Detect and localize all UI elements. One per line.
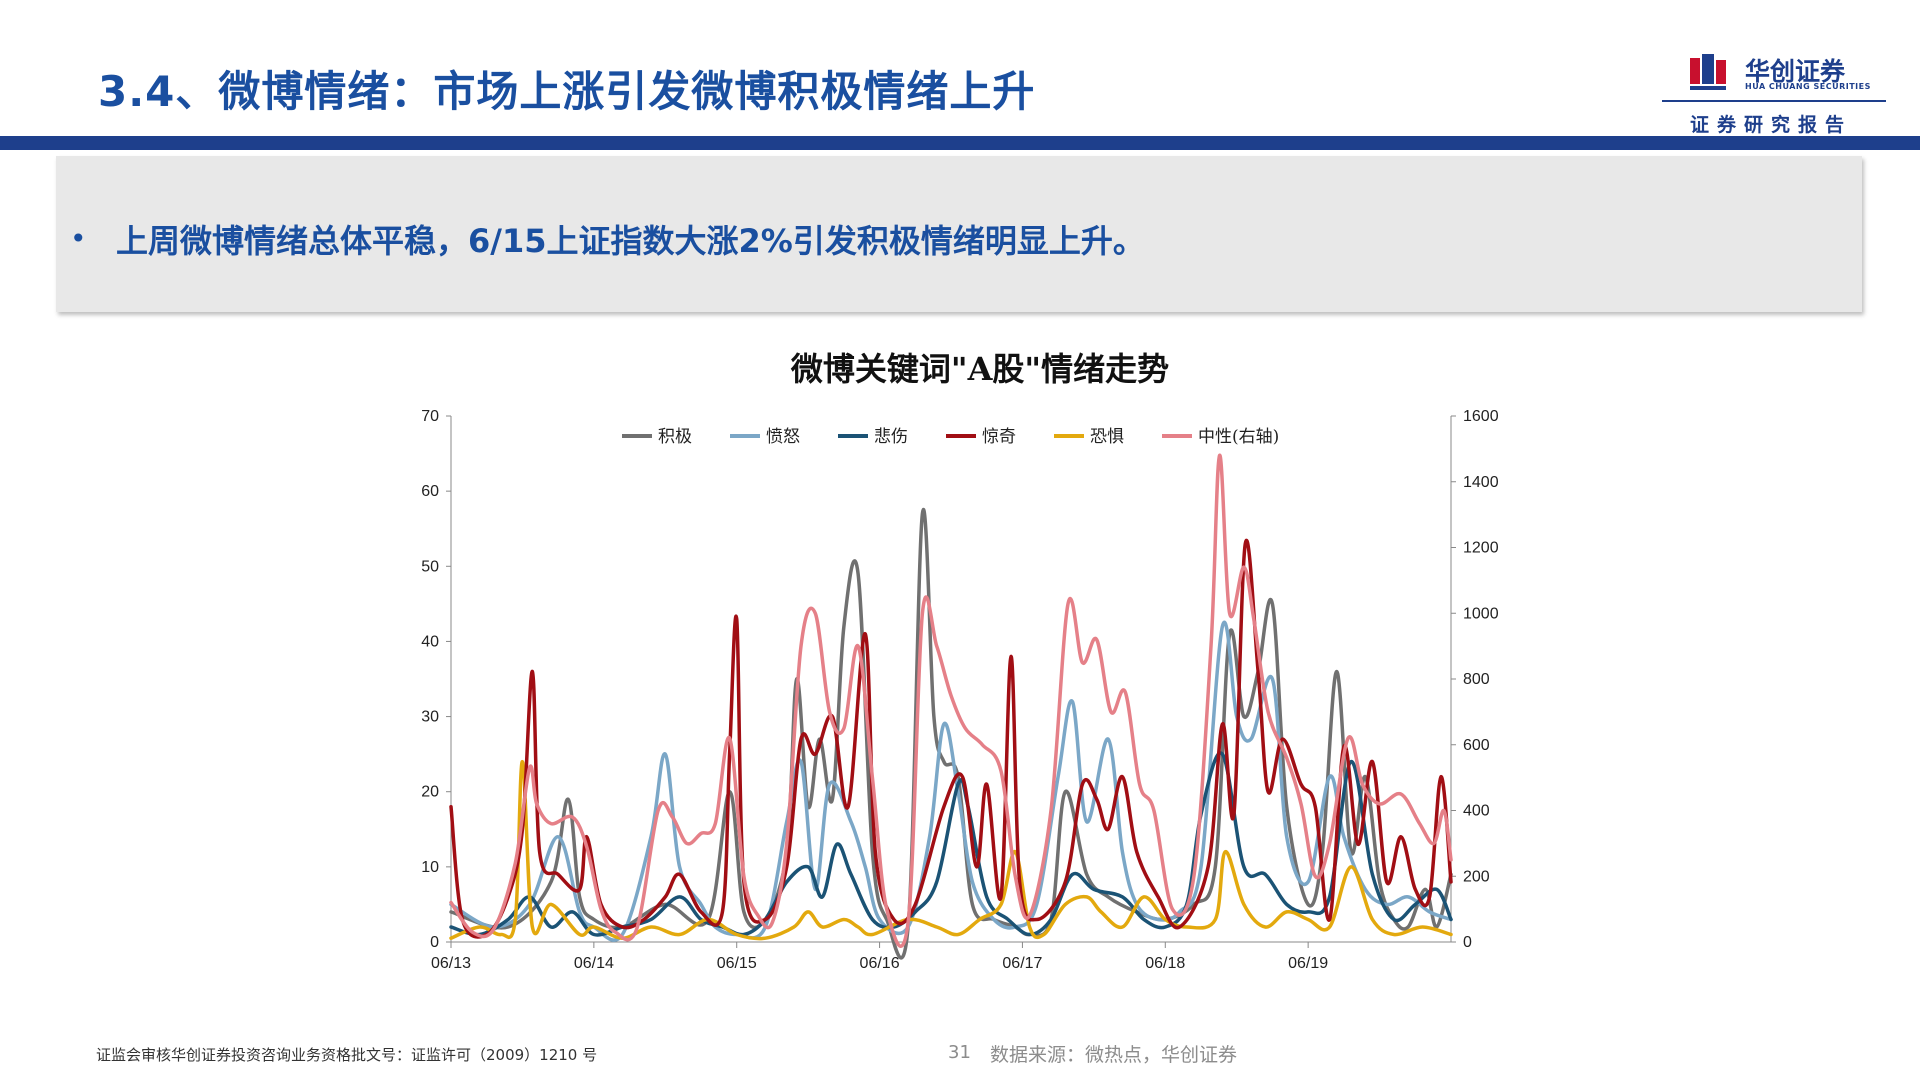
x-tick-label: 06/17 <box>1002 955 1042 972</box>
legend-label: 惊奇 <box>982 427 1016 447</box>
y-tick-label-right: 1600 <box>1463 408 1499 425</box>
chart-legend: 积极 愤怒 悲伤 惊奇 恐惧 中性(右轴) <box>622 427 1279 447</box>
x-tick-label: 06/18 <box>1145 955 1185 972</box>
sentiment-chart: 微博关键词"A股"情绪走势 0 10 20 30 40 50 60 70 0 200 400 600 8… <box>421 350 1498 972</box>
bullet-icon: • <box>70 222 87 255</box>
chart-lines <box>449 453 1453 960</box>
page-number: 31 <box>948 1042 971 1063</box>
legend-label: 悲伤 <box>874 427 908 447</box>
y-tick-label-right: 0 <box>1463 934 1472 951</box>
y-tick-label-right: 1200 <box>1463 540 1499 557</box>
summary-text: 上周微博情绪总体平稳，6/15上证指数大涨2%引发积极情绪明显上升。 <box>116 222 1145 260</box>
y-tick-label-left: 40 <box>421 633 439 650</box>
y-tick-label-left: 10 <box>421 859 439 876</box>
y-tick-label-left: 0 <box>430 934 439 951</box>
y-tick-label-left: 70 <box>421 408 439 425</box>
series-line <box>449 453 1453 948</box>
logo-name: 华创证券 <box>1745 57 1846 86</box>
x-tick-label: 06/19 <box>1288 955 1328 972</box>
y-tick-label-right: 200 <box>1463 868 1490 885</box>
chart-axes: 0 10 20 30 40 50 60 70 0 200 400 600 800 1000 1200 1400… <box>421 408 1498 972</box>
y-tick-label-left: 60 <box>421 483 439 500</box>
x-tick-label: 06/14 <box>574 955 614 972</box>
chart-title: 微博关键词"A股"情绪走势 <box>790 350 1169 388</box>
x-tick-label: 06/13 <box>431 955 471 972</box>
legend-label: 愤怒 <box>766 427 800 447</box>
summary-callout <box>56 156 1862 312</box>
series-line <box>449 759 1453 941</box>
x-tick-label: 06/15 <box>717 955 757 972</box>
y-tick-label-left: 50 <box>421 558 439 575</box>
logo-underline <box>1662 100 1886 102</box>
legend-label: 中性(右轴) <box>1198 427 1279 447</box>
legend-label: 恐惧 <box>1090 427 1124 447</box>
y-tick-label-right: 1000 <box>1463 605 1499 622</box>
header-bar <box>0 136 1920 150</box>
page-title: 3.4、微博情绪：市场上涨引发微博积极情绪上升 <box>98 67 1036 116</box>
series-line <box>449 538 1453 939</box>
y-tick-label-right: 1400 <box>1463 474 1499 491</box>
x-tick-label: 06/16 <box>860 955 900 972</box>
logo-mark-icon <box>1690 54 1726 90</box>
series-line <box>449 620 1453 942</box>
y-tick-label-right: 800 <box>1463 671 1490 688</box>
legend-label: 积极 <box>658 427 692 447</box>
logo-subtitle: HUA CHUANG SECURITIES <box>1745 82 1871 91</box>
y-tick-label-right: 400 <box>1463 803 1490 820</box>
report-label: 证券研究报告 <box>1690 114 1853 136</box>
y-tick-label-left: 20 <box>421 784 439 801</box>
license-note: 证监会审核华创证券投资咨询业务资格批文号：证监许可（2009）1210 号 <box>96 1046 598 1064</box>
series-line <box>449 508 1453 960</box>
y-tick-label-left: 30 <box>421 709 439 726</box>
data-source: 数据来源：微热点，华创证券 <box>990 1044 1238 1066</box>
y-tick-label-right: 600 <box>1463 737 1490 754</box>
